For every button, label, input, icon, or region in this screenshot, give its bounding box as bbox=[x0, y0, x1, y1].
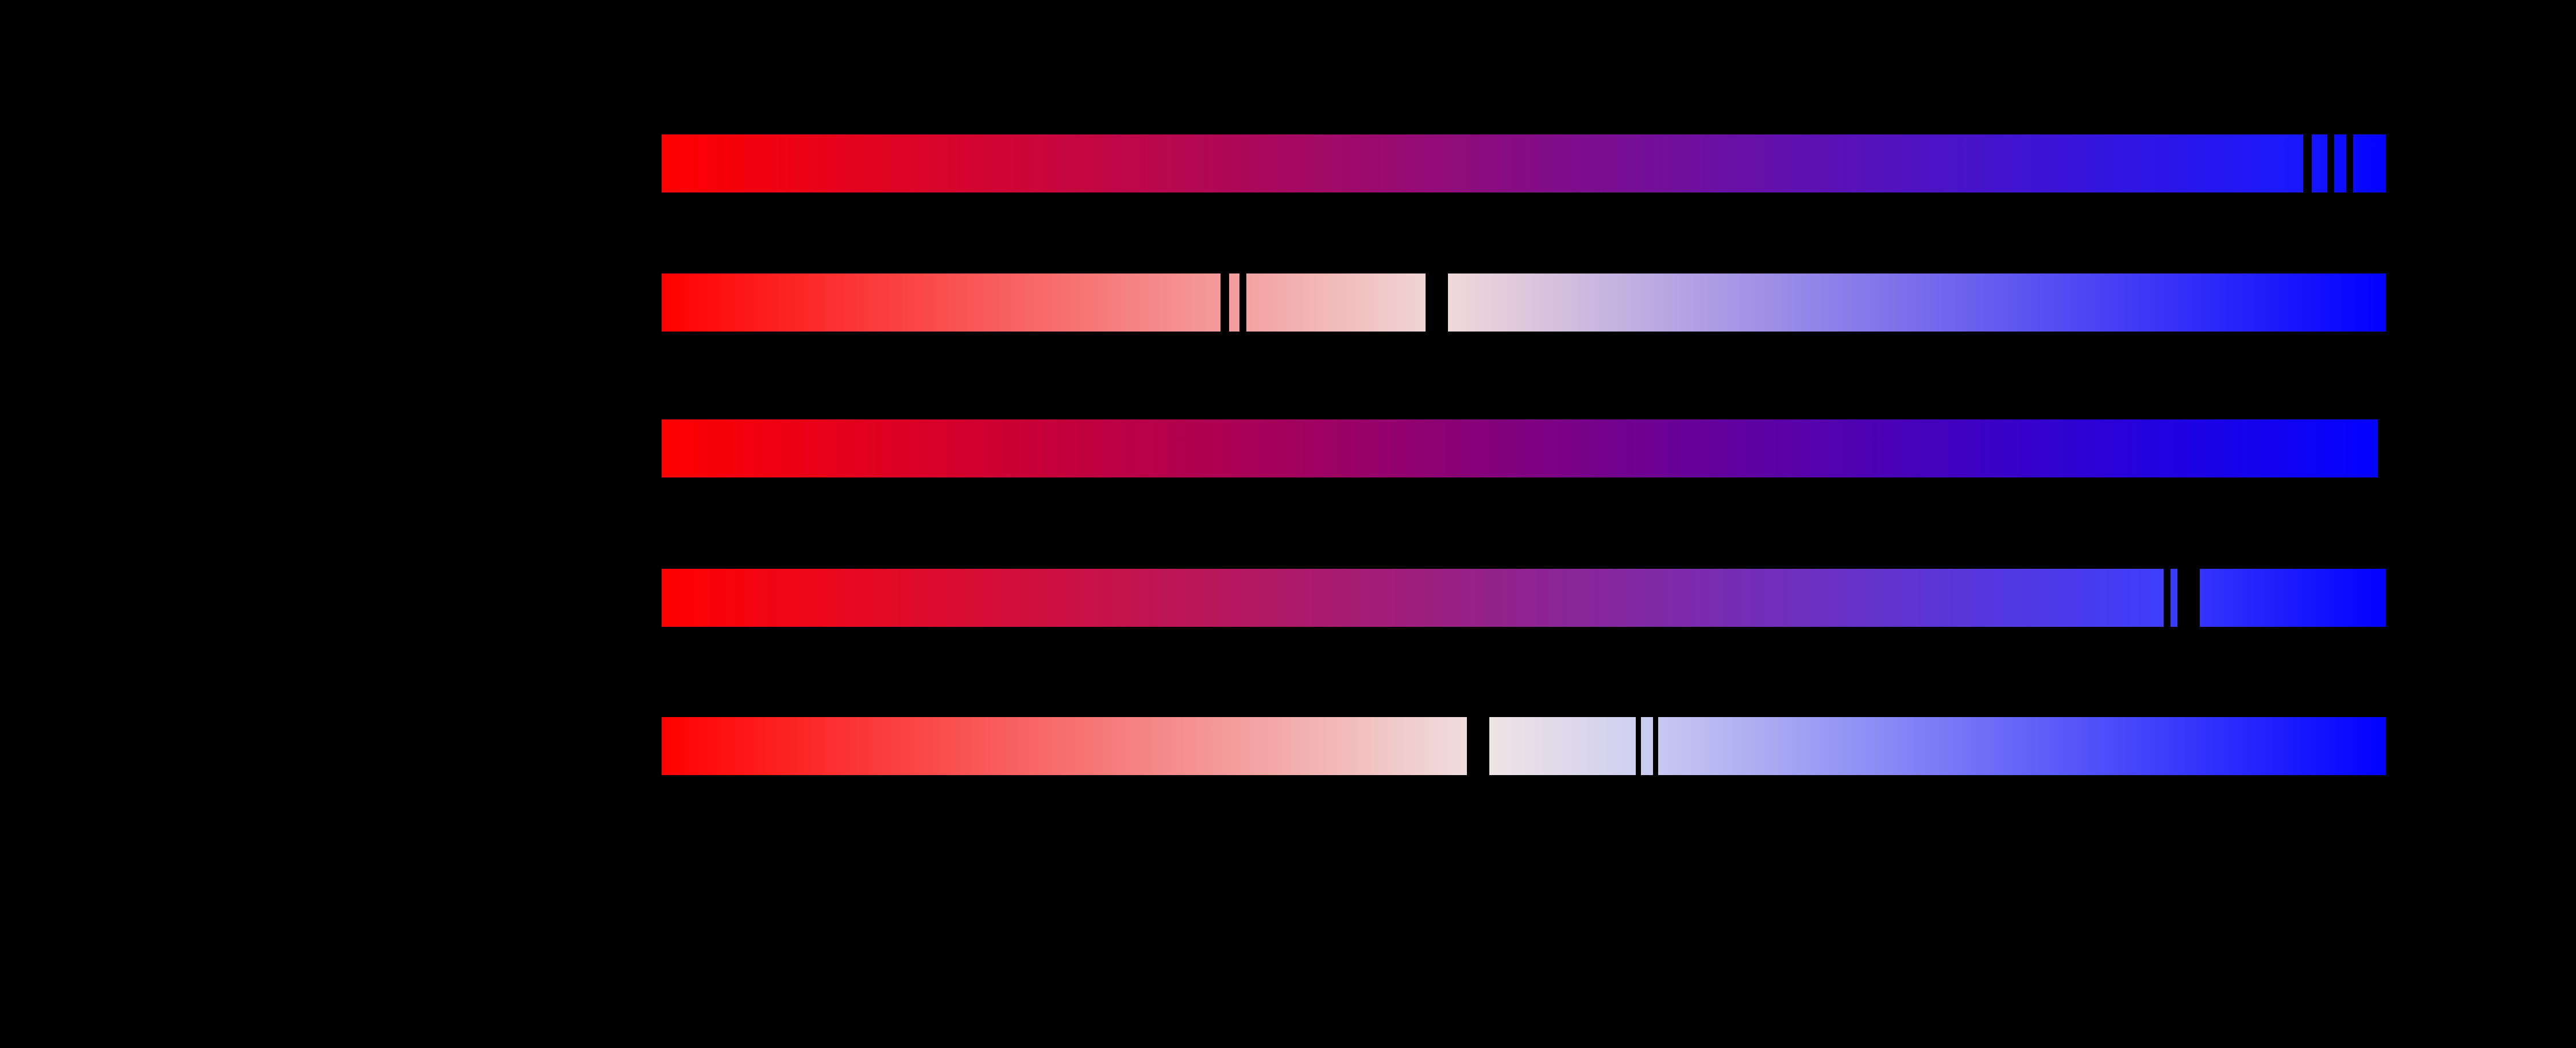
heatmap-segment bbox=[2311, 134, 2327, 192]
heatmap-row bbox=[662, 134, 2386, 192]
heatmap-row bbox=[662, 717, 2386, 775]
heatmap-segment bbox=[1246, 273, 1426, 332]
heatmap-segment bbox=[2353, 134, 2386, 192]
heatmap-segment bbox=[1447, 273, 2386, 332]
heatmap-segment bbox=[1658, 717, 2386, 775]
heatmap-segment bbox=[1489, 717, 1636, 775]
heatmap-segment bbox=[2170, 569, 2177, 627]
heatmap-row bbox=[662, 569, 2386, 627]
heatmap-row bbox=[662, 419, 2386, 477]
heatmap-segment bbox=[662, 273, 1221, 332]
x-axis-ticks bbox=[662, 822, 2386, 850]
heatmap-segment bbox=[1229, 273, 1239, 332]
heatmap-segment bbox=[2334, 134, 2346, 192]
heatmap-segment bbox=[662, 717, 1467, 775]
heatmap-segment bbox=[1641, 717, 1654, 775]
heatmap-row bbox=[662, 273, 2386, 332]
heatmap-segment bbox=[662, 569, 2164, 627]
heatmap-segment bbox=[662, 134, 2303, 192]
heatmap-segment bbox=[2199, 569, 2386, 627]
heatmap-segment bbox=[662, 419, 2378, 477]
